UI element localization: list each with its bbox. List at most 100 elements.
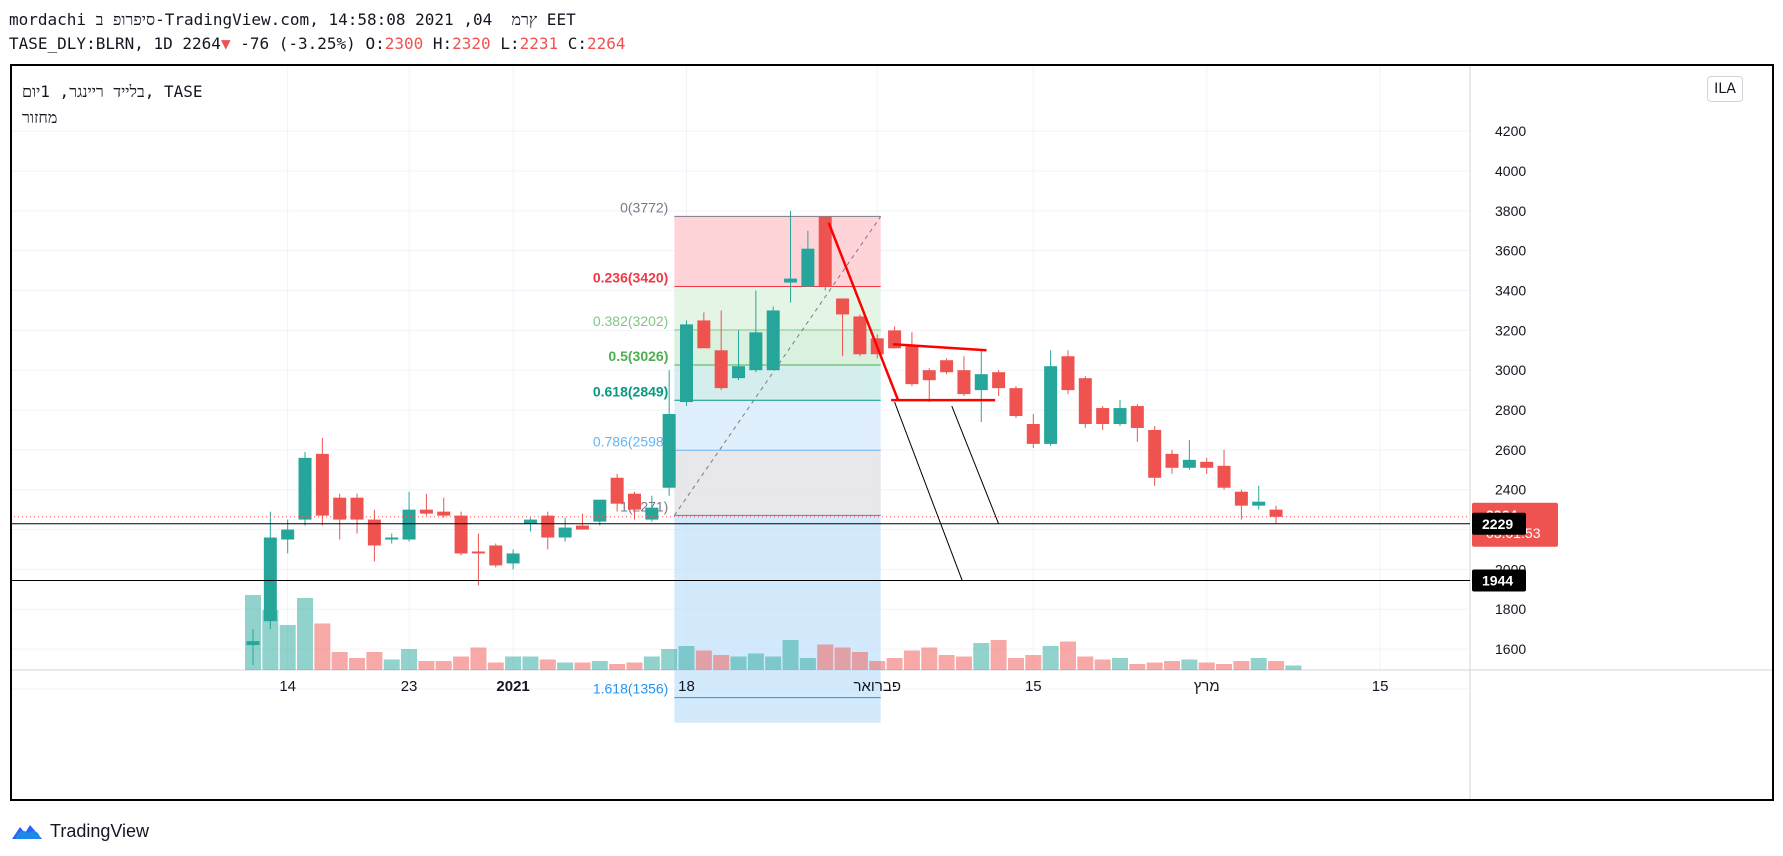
volume-bar: [1268, 661, 1285, 670]
candle-body: [1182, 459, 1196, 468]
volume-legend: מחזור: [22, 108, 58, 127]
volume-bar: [678, 646, 695, 670]
candle-body: [905, 346, 919, 385]
symbol-label: TASE_DLY:BLRN, 1D: [9, 34, 173, 53]
candle-body: [471, 551, 485, 554]
candle-body: [541, 515, 555, 538]
volume-bar: [1198, 662, 1215, 670]
candle-body: [333, 497, 347, 520]
volume-bar: [349, 658, 366, 670]
fib-level-label-0.786: 0.786(2598): [593, 433, 669, 449]
candle-body: [801, 248, 815, 287]
volume-bar: [938, 655, 955, 670]
volume-bar: [1077, 656, 1094, 670]
candle-body: [1269, 509, 1283, 517]
close-value: 2264: [587, 34, 626, 53]
y-tick-label: 2400: [1495, 482, 1526, 498]
candle-body: [489, 545, 503, 566]
candle-body: [315, 453, 329, 516]
chart-snapshot-caption: mordachi סיפרופ ב-TradingView.com, ץרמ 0…: [9, 10, 576, 29]
volume-bar: [713, 655, 730, 670]
volume-bar: [886, 658, 903, 670]
tradingview-logo-icon: [12, 825, 42, 839]
volume-bar: [1112, 658, 1128, 670]
volume-bar: [505, 656, 522, 670]
volume-bar: [1007, 658, 1024, 670]
footer-brand[interactable]: TradingView: [10, 818, 149, 844]
black-trend-line: [894, 401, 963, 581]
open-label: O:: [365, 34, 385, 53]
candle-body: [992, 372, 1006, 389]
volume-bar: [279, 625, 296, 670]
volume-bar: [1250, 658, 1267, 670]
volume-bar: [765, 656, 782, 670]
red-trend-line: [827, 222, 900, 401]
candle-body: [1096, 408, 1110, 424]
candle-body: [1009, 388, 1023, 417]
volume-bar: [1059, 641, 1076, 670]
fib-zone-0.5: [674, 365, 881, 401]
volume-bar: [626, 662, 643, 670]
chart-frame: [10, 64, 1774, 801]
y-tick-label: 4200: [1495, 123, 1526, 139]
candle-body: [714, 350, 728, 389]
volume-bar: [903, 650, 920, 670]
price-chart[interactable]: 0(3772) 0.236(3420) 0.382(3202) 0.5(3026) 0.…: [10, 64, 1774, 801]
candle-body: [1234, 491, 1248, 506]
candle-body: [957, 370, 971, 395]
currency-badge[interactable]: ILA: [1707, 76, 1743, 102]
candle-body: [1165, 453, 1179, 468]
down-arrow-icon: ▼: [220, 34, 231, 53]
high-value: 2320: [452, 34, 491, 53]
candle-body: [627, 493, 641, 510]
volume-bar: [817, 644, 834, 670]
fib-zone-extension: [674, 515, 881, 723]
volume-bar: [973, 643, 990, 670]
y-tick-label: 3400: [1495, 283, 1526, 299]
volume-bar: [591, 661, 608, 670]
candle-body: [1148, 429, 1162, 478]
fib-level-label-0.618: 0.618(2849): [593, 383, 669, 399]
x-tick-label: 23: [401, 678, 418, 695]
ohlc-legend: TASE_DLY:BLRN, 1D 2264▼ -76 (-3.25%) O:2…: [9, 34, 626, 53]
volume-bar: [1042, 646, 1059, 670]
candle-body: [385, 537, 399, 540]
brand-name: TradingView: [50, 820, 150, 841]
y-tick-label: 4000: [1495, 163, 1526, 179]
low-value: 2231: [519, 34, 559, 53]
x-tick-label: 15: [1372, 678, 1389, 695]
candle-body: [974, 374, 988, 391]
fib-level-label-0.5: 0.5(3026): [608, 348, 668, 364]
volume-bar: [1164, 661, 1181, 670]
volume-bar: [955, 656, 972, 670]
y-tick-label: 2800: [1495, 402, 1526, 418]
volume-bar: [487, 662, 504, 670]
candle-body: [367, 519, 381, 546]
candle-body: [298, 457, 312, 520]
volume-bar: [1285, 665, 1302, 670]
level-price-tag-label: 2229: [1482, 516, 1513, 532]
candle-body: [749, 332, 763, 371]
volume-bar: [418, 661, 435, 670]
volume-bar: [1146, 662, 1163, 670]
candle-body: [836, 298, 850, 315]
candle-body: [645, 507, 659, 520]
candle-body: [246, 641, 260, 646]
candle-body: [1113, 408, 1127, 424]
x-tick-label: 2021: [496, 678, 529, 695]
candle-body: [940, 360, 954, 373]
volume-bar: [470, 647, 487, 670]
volume-bar: [661, 649, 678, 670]
volume-bar: [834, 647, 851, 670]
volume-bar: [435, 661, 452, 670]
black-trend-line: [951, 405, 1000, 524]
y-tick-label: 2600: [1495, 442, 1526, 458]
y-tick-label: 3200: [1495, 322, 1526, 338]
volume-bar: [383, 659, 400, 670]
candle-body: [1217, 465, 1231, 488]
level-price-tag: [1472, 512, 1526, 535]
y-tick-label: 1800: [1495, 601, 1526, 617]
candle-body: [454, 515, 468, 554]
candle-body: [437, 511, 451, 516]
x-tick-label: 15: [1025, 678, 1042, 695]
